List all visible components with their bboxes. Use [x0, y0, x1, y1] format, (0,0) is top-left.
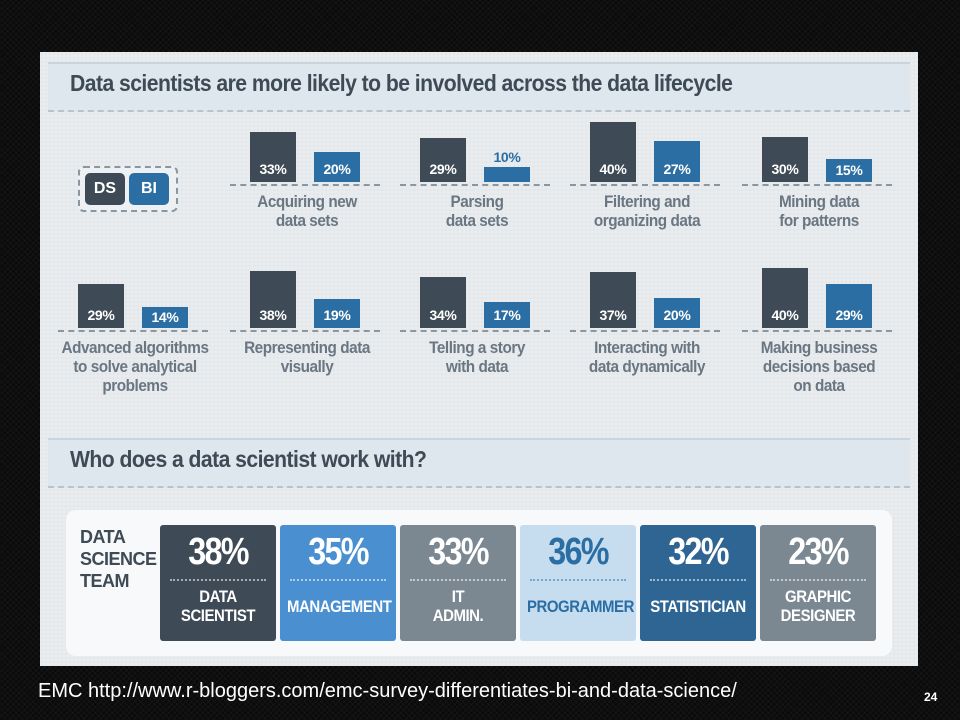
team-card-percent: 38%: [188, 531, 249, 573]
team-card-divider: [770, 579, 866, 581]
source-caption: EMC http://www.r-bloggers.com/emc-survey…: [38, 680, 737, 702]
ds-bar: 30%: [762, 137, 808, 182]
team-card-role: DATA SCIENTIST: [180, 587, 256, 625]
category-label: Representing data visually: [244, 338, 370, 376]
team-card-percent: 36%: [548, 531, 609, 573]
bar-group: 40% 27%: [570, 52, 720, 186]
team-card-percent: 32%: [668, 531, 729, 573]
team-card: 38% DATA SCIENTIST: [160, 525, 276, 641]
category-label: Mining data for patterns: [778, 192, 860, 230]
ds-bar: 40%: [590, 122, 636, 182]
bar-group: 29% 10%: [400, 52, 550, 186]
group-baseline: [230, 184, 380, 186]
team-card-percent: 35%: [308, 531, 369, 573]
section1-title: Data scientists are more likely to be in…: [70, 70, 733, 96]
ds-bar: 34%: [420, 277, 466, 328]
bi-bar: 20%: [314, 152, 360, 182]
category-label: Interacting with data dynamically: [588, 338, 706, 376]
legend-bi: BI: [129, 173, 169, 205]
ds-bar: 33%: [250, 132, 296, 182]
team-card: 33% IT ADMIN.: [400, 525, 516, 641]
ds-bar: 29%: [78, 284, 124, 328]
category-label: Telling a story with data: [429, 338, 525, 376]
group-baseline: [570, 184, 720, 186]
bi-bar: 19%: [314, 299, 360, 328]
group-baseline: [400, 330, 550, 332]
team-card-role: PROGRAMMER: [526, 597, 634, 616]
team-card: 23% GRAPHIC DESIGNER: [760, 525, 876, 641]
team-card-role: GRAPHIC DESIGNER: [780, 587, 856, 625]
bar-group: 40% 29%: [742, 198, 892, 332]
legend: DS BI: [78, 166, 178, 212]
category-label: Advanced algorithms to solve analytical …: [61, 338, 209, 395]
ds-bar: 40%: [762, 268, 808, 328]
section1-banner: Data scientists are more likely to be in…: [48, 62, 910, 112]
bar-group: 38% 19%: [230, 198, 380, 332]
team-card-divider: [650, 579, 746, 581]
bi-bar: 27%: [654, 141, 700, 182]
team-card-divider: [290, 579, 386, 581]
group-baseline: [570, 330, 720, 332]
bar-group: 37% 20%: [570, 198, 720, 332]
ds-bar: 37%: [590, 272, 636, 328]
team-card-divider: [530, 579, 626, 581]
bi-bar: [484, 167, 530, 182]
team-card-percent: 33%: [428, 531, 489, 573]
category-label: Filtering and organizing data: [593, 192, 701, 230]
team-card-role: MANAGEMENT: [286, 597, 392, 616]
page-number: 24: [924, 690, 938, 704]
bi-bar: 29%: [826, 284, 872, 328]
bar-group: 33% 20%: [230, 52, 380, 186]
team-card-divider: [170, 579, 266, 581]
team-card: 32% STATISTICIAN: [640, 525, 756, 641]
bar-group: 29% 14%: [58, 198, 208, 332]
category-label: Parsing data sets: [445, 192, 509, 230]
team-card-role: IT ADMIN.: [432, 587, 484, 625]
ds-bar: 29%: [420, 138, 466, 182]
section2-banner: Who does a data scientist work with?: [48, 438, 910, 488]
group-baseline: [400, 184, 550, 186]
ds-bar: 38%: [250, 271, 296, 328]
team-card: 36% PROGRAMMER: [520, 525, 636, 641]
bar-group: 34% 17%: [400, 198, 550, 332]
team-card-role: STATISTICIAN: [650, 597, 746, 616]
team-card-divider: [410, 579, 506, 581]
bi-value-label: 10%: [493, 149, 521, 165]
bar-group: 30% 15%: [742, 52, 892, 186]
bi-bar: 14%: [142, 307, 188, 328]
group-baseline: [742, 330, 892, 332]
bi-bar: 17%: [484, 302, 530, 328]
team-title: DATA SCIENCE TEAM: [80, 527, 157, 591]
section2-title: Who does a data scientist work with?: [70, 446, 427, 472]
team-panel: DATA SCIENCE TEAM 38% DATA SCIENTIST 35% MA…: [66, 510, 892, 656]
team-card-percent: 23%: [788, 531, 849, 573]
infographic-panel: Data scientists are more likely to be in…: [40, 52, 918, 666]
legend-ds: DS: [85, 173, 125, 205]
bi-bar: 15%: [826, 159, 872, 182]
group-baseline: [230, 330, 380, 332]
group-baseline: [58, 330, 208, 332]
category-label: Acquiring new data sets: [257, 192, 357, 230]
bi-bar: 20%: [654, 298, 700, 328]
team-card: 35% MANAGEMENT: [280, 525, 396, 641]
group-baseline: [742, 184, 892, 186]
category-label: Making business decisions based on data: [760, 338, 878, 395]
